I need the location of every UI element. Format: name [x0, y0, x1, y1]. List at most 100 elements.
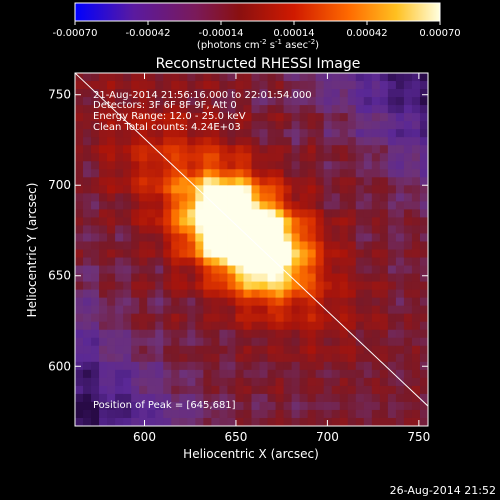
- image-pixel: [251, 185, 261, 194]
- image-pixel: [387, 233, 397, 243]
- image-pixel: [179, 73, 188, 82]
- image-pixel: [203, 337, 212, 347]
- image-pixel: [155, 145, 164, 154]
- image-pixel: [227, 305, 237, 315]
- image-pixel: [347, 305, 357, 315]
- image-pixel: [163, 145, 172, 154]
- image-pixel: [243, 321, 253, 331]
- image-pixel: [251, 153, 261, 162]
- image-pixel: [195, 393, 204, 403]
- image-pixel: [235, 417, 245, 426]
- image-pixel: [83, 201, 92, 210]
- image-pixel: [283, 217, 293, 227]
- image-pixel: [163, 241, 172, 251]
- image-pixel: [347, 281, 357, 291]
- image-pixel: [299, 177, 309, 186]
- image-pixel: [259, 97, 269, 106]
- image-pixel: [395, 321, 405, 331]
- image-pixel: [195, 129, 204, 138]
- image-pixel: [307, 401, 317, 411]
- image-pixel: [123, 105, 132, 114]
- image-pixel: [147, 177, 156, 186]
- image-pixel: [187, 177, 196, 186]
- image-pixel: [259, 161, 269, 170]
- image-pixel: [379, 257, 389, 267]
- image-pixel: [307, 241, 317, 251]
- image-pixel: [91, 305, 100, 315]
- image-pixel: [123, 297, 132, 307]
- image-pixel: [371, 257, 381, 267]
- image-pixel: [347, 225, 357, 235]
- peak-position-text: Position of Peak = [645,681]: [93, 400, 236, 411]
- image-pixel: [395, 265, 405, 275]
- image-pixel: [371, 281, 381, 291]
- image-pixel: [411, 385, 421, 395]
- image-pixel: [115, 81, 124, 90]
- image-pixel: [91, 249, 100, 259]
- image-pixel: [363, 353, 373, 363]
- image-pixel: [203, 201, 212, 210]
- image-pixel: [267, 289, 277, 299]
- image-pixel: [227, 73, 237, 82]
- image-pixel: [387, 281, 397, 291]
- image-pixel: [339, 305, 349, 315]
- image-pixel: [395, 385, 405, 395]
- image-pixel: [227, 377, 237, 387]
- image-pixel: [315, 129, 325, 138]
- image-pixel: [419, 377, 428, 387]
- image-pixel: [171, 401, 180, 411]
- image-pixel: [75, 113, 84, 122]
- image-pixel: [379, 353, 389, 363]
- image-pixel: [99, 81, 108, 90]
- image-pixel: [107, 409, 116, 419]
- image-pixel: [347, 121, 357, 130]
- image-pixel: [267, 217, 277, 227]
- image-pixel: [227, 385, 237, 395]
- image-pixel: [267, 193, 277, 202]
- image-pixel: [419, 185, 428, 194]
- image-pixel: [187, 201, 196, 210]
- image-pixel: [83, 121, 92, 130]
- image-pixel: [251, 145, 261, 154]
- image-pixel: [243, 345, 253, 355]
- image-pixel: [339, 241, 349, 251]
- image-pixel: [419, 313, 428, 323]
- image-pixel: [275, 289, 285, 299]
- image-pixel: [283, 201, 293, 210]
- image-pixel: [379, 329, 389, 339]
- image-pixel: [403, 185, 413, 194]
- image-pixel: [363, 201, 373, 210]
- image-pixel: [107, 209, 116, 219]
- image-pixel: [299, 105, 309, 114]
- image-pixel: [387, 241, 397, 251]
- image-pixel: [379, 393, 389, 403]
- image-pixel: [339, 409, 349, 419]
- image-pixel: [115, 369, 124, 379]
- image-pixel: [211, 209, 221, 219]
- image-pixel: [83, 105, 92, 114]
- image-pixel: [315, 329, 325, 339]
- image-pixel: [235, 329, 245, 339]
- image-pixel: [235, 73, 245, 82]
- image-pixel: [75, 137, 84, 146]
- image-pixel: [203, 393, 212, 403]
- image-pixel: [195, 297, 204, 307]
- image-pixel: [323, 385, 333, 395]
- image-pixel: [339, 177, 349, 186]
- image-pixel: [179, 137, 188, 146]
- image-pixel: [355, 257, 365, 267]
- image-pixel: [211, 249, 221, 259]
- image-pixel: [179, 129, 188, 138]
- image-pixel: [283, 145, 293, 154]
- image-pixel: [115, 249, 124, 259]
- image-pixel: [179, 105, 188, 114]
- image-pixel: [355, 169, 365, 178]
- image-pixel: [371, 121, 381, 130]
- image-pixel: [179, 249, 188, 259]
- image-pixel: [323, 209, 333, 219]
- image-pixel: [419, 81, 428, 90]
- image-pixel: [211, 273, 221, 283]
- image-pixel: [323, 265, 333, 275]
- image-pixel: [283, 257, 293, 267]
- image-pixel: [123, 289, 132, 299]
